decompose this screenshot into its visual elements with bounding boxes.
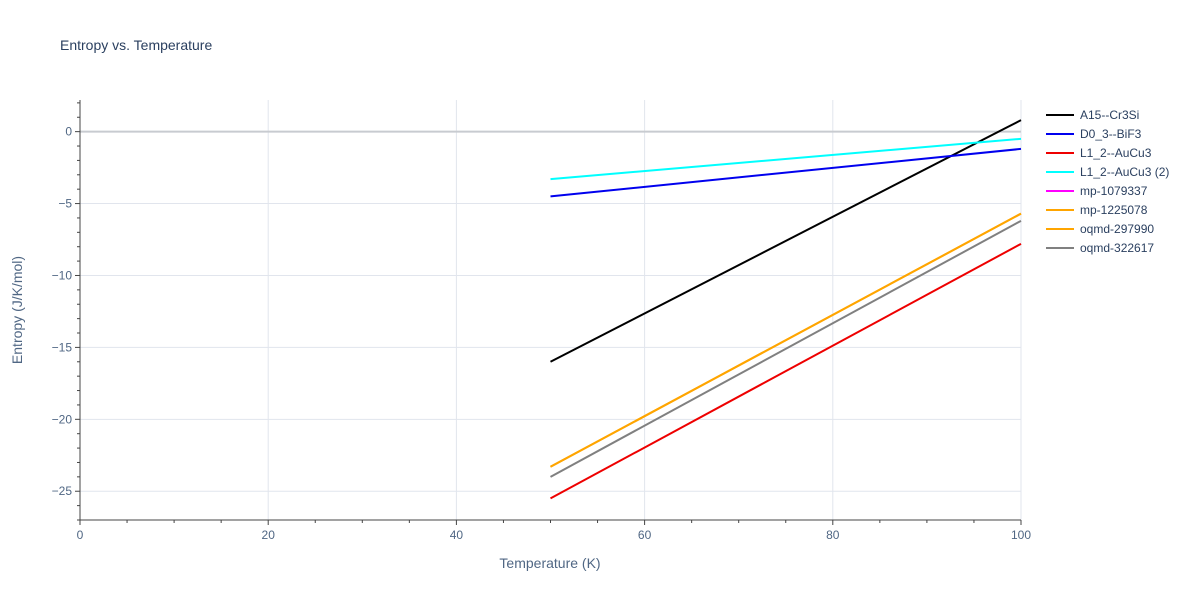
- y-tick-label: −10: [52, 268, 73, 282]
- y-tick-label: −5: [58, 197, 72, 211]
- grid: [80, 100, 1022, 520]
- x-tick-labels: 0 20 40 60 80 100: [77, 528, 1032, 542]
- legend-label: mp-1225078: [1080, 203, 1148, 217]
- legend-item[interactable]: L1_2--AuCu3 (2): [1046, 165, 1169, 179]
- legend-item[interactable]: mp-1079337: [1046, 184, 1148, 198]
- series-lines: [550, 119, 1022, 500]
- axes: [75, 100, 1022, 525]
- legend-item[interactable]: L1_2--AuCu3: [1046, 146, 1152, 160]
- x-tick-label: 80: [826, 528, 840, 542]
- legend-item[interactable]: oqmd-322617: [1046, 241, 1154, 255]
- legend-label: L1_2--AuCu3 (2): [1080, 165, 1169, 179]
- legend-item[interactable]: A15--Cr3Si: [1046, 108, 1139, 122]
- legend-label: L1_2--AuCu3: [1080, 146, 1152, 160]
- x-tick-label: 60: [638, 528, 652, 542]
- legend-item[interactable]: D0_3--BiF3: [1046, 127, 1142, 141]
- legend-label: D0_3--BiF3: [1080, 127, 1142, 141]
- y-tick-label: −15: [52, 340, 73, 354]
- series-line-D0_3--BiF3: [550, 147, 1022, 198]
- legend-label: oqmd-322617: [1080, 241, 1154, 255]
- x-axis-title: Temperature (K): [499, 555, 600, 571]
- y-tick-label: −25: [52, 484, 73, 498]
- series-line-L1_2--AuCu3 (2): [550, 137, 1022, 181]
- legend-item[interactable]: mp-1225078: [1046, 203, 1148, 217]
- legend[interactable]: A15--Cr3Si D0_3--BiF3 L1_2--AuCu3 L1_2--AuC…: [1046, 108, 1169, 255]
- x-tick-label: 0: [77, 528, 84, 542]
- x-tick-label: 20: [262, 528, 276, 542]
- legend-label: mp-1079337: [1080, 184, 1148, 198]
- series-line-A15--Cr3Si: [550, 119, 1022, 363]
- y-tick-label: −20: [52, 412, 73, 426]
- series-line-oqmd-297990: [550, 212, 1022, 468]
- x-tick-label: 40: [450, 528, 464, 542]
- legend-item[interactable]: oqmd-297990: [1046, 222, 1154, 236]
- x-tick-label: 100: [1011, 528, 1031, 542]
- legend-label: oqmd-297990: [1080, 222, 1154, 236]
- series-line-oqmd-322617: [550, 219, 1022, 478]
- legend-label: A15--Cr3Si: [1080, 108, 1139, 122]
- y-tick-label: 0: [65, 125, 72, 139]
- series-line-L1_2--AuCu3: [550, 242, 1022, 500]
- y-tick-labels: 0 −5 −10 −15 −20 −25: [52, 125, 73, 499]
- y-axis-title: Entropy (J/K/mol): [9, 256, 25, 364]
- chart-title: Entropy vs. Temperature: [60, 37, 212, 53]
